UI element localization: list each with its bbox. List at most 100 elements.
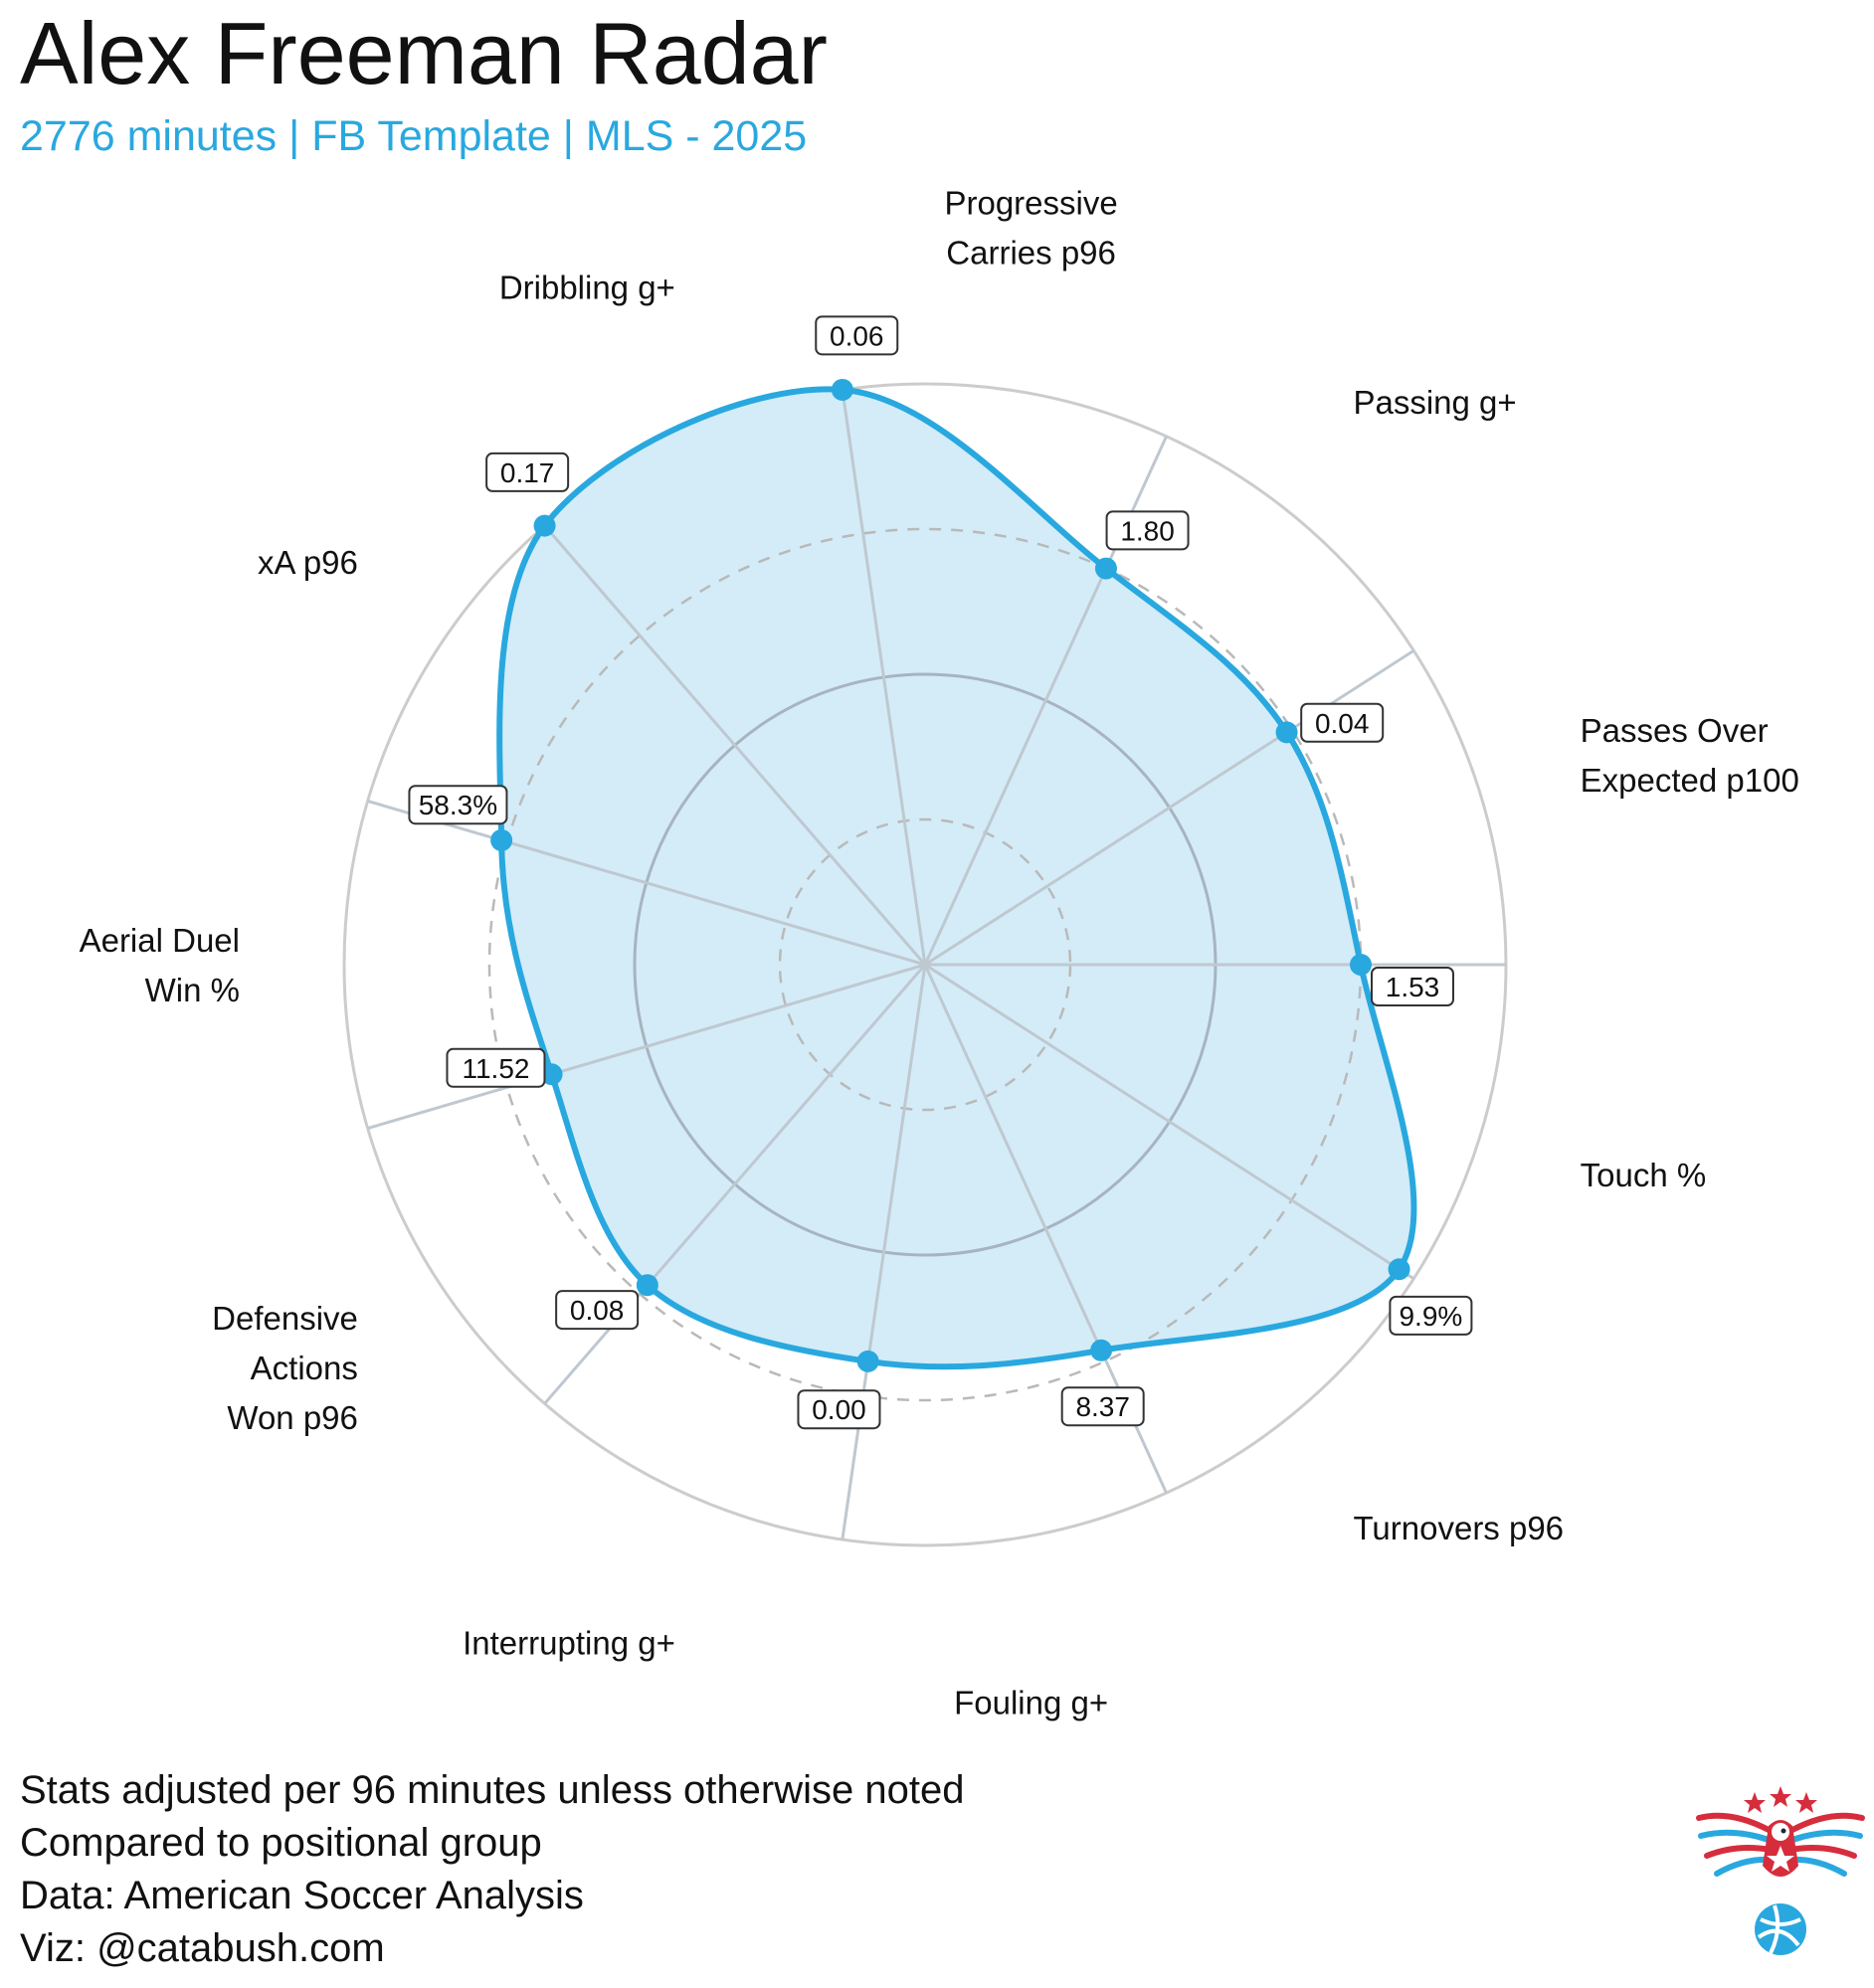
category-label: Touch %	[1581, 1157, 1707, 1193]
value-label-box	[485, 452, 570, 492]
data-point	[540, 1063, 563, 1086]
category-label-line: Interrupting g+	[463, 1624, 675, 1661]
category-label-line: Actions	[251, 1350, 358, 1386]
eagle-soccer-logo-icon	[1696, 1786, 1865, 1955]
radar-spoke-mid	[841, 389, 885, 678]
value-label-box	[1105, 510, 1190, 551]
radar-spoke-inner	[924, 806, 1171, 967]
value-label: 8.37	[1060, 1386, 1145, 1427]
value-label-text: 1.80	[1120, 515, 1175, 546]
value-label: 0.00	[797, 1389, 881, 1430]
value-label-box	[1371, 967, 1454, 1006]
category-label: Dribbling g+	[499, 270, 675, 306]
value-label: 58.3%	[408, 785, 508, 825]
radar-spoke-inner	[733, 964, 927, 1185]
value-label-text: 0.06	[830, 320, 884, 351]
category-label-line: Passing g+	[1353, 384, 1516, 421]
data-point	[1275, 721, 1298, 744]
radar-spoke-mid	[1043, 567, 1108, 702]
value-label-text: 0.00	[812, 1394, 866, 1425]
data-point	[1090, 1339, 1113, 1361]
value-label-box	[1060, 1386, 1145, 1427]
radar-spoke-mid	[500, 838, 648, 885]
value-label-box	[797, 1389, 881, 1430]
value-label: 0.06	[815, 315, 899, 356]
data-point	[1350, 954, 1372, 976]
footer-line: Compared to positional group	[20, 1821, 542, 1865]
category-label: Passing g+	[1353, 384, 1516, 421]
value-label-box	[408, 785, 508, 825]
value-label: 9.9%	[1389, 1295, 1473, 1336]
footer-line: Viz: @catabush.com	[20, 1926, 385, 1970]
radar-spoke-inner	[881, 964, 927, 1253]
value-label: 1.80	[1105, 510, 1190, 551]
radar-spoke-inner	[733, 744, 927, 966]
value-label: 0.17	[485, 452, 570, 492]
data-point	[1388, 1258, 1410, 1281]
radar-spoke-mid	[551, 1044, 648, 1076]
category-label: Fouling g+	[954, 1684, 1108, 1720]
footer-notes: Stats adjusted per 96 minutes unless oth…	[20, 1764, 964, 1975]
category-label-line: Passes Over	[1581, 712, 1769, 749]
value-label-text: 0.17	[500, 457, 555, 488]
category-label-line: xA p96	[258, 544, 358, 581]
category-label: xA p96	[258, 544, 358, 581]
value-label-box	[555, 1290, 640, 1331]
radar-spoke-inner	[881, 676, 927, 966]
value-label-text: 9.9%	[1399, 1301, 1462, 1332]
radar-spoke-mid	[646, 1182, 736, 1287]
category-label: Interrupting g+	[463, 1624, 675, 1661]
chart-subtitle: 2776 minutes | FB Template | MLS - 2025	[20, 112, 808, 160]
value-label-text: 0.04	[1315, 708, 1370, 739]
category-label: Defensive Actions Won p96	[212, 1300, 358, 1436]
value-label-text: 0.08	[570, 1295, 625, 1326]
radar-inner-grid	[487, 389, 1401, 1402]
value-label-text: 1.53	[1386, 972, 1440, 1002]
radar-spoke-inner	[646, 963, 926, 1048]
value-label-box	[446, 1047, 546, 1088]
radar-spoke-mid	[543, 524, 736, 747]
category-label: Passes Over Expected p100	[1581, 712, 1799, 799]
radar-spoke-inner	[923, 699, 1047, 966]
category-label-line: Defensive	[212, 1300, 358, 1337]
value-label-text: 8.37	[1075, 1391, 1130, 1422]
category-label-line: Expected p100	[1581, 762, 1799, 799]
category-label: Aerial Duel Win %	[80, 922, 240, 1008]
value-label-box	[815, 315, 899, 356]
category-label-line: Progressive	[944, 185, 1117, 222]
data-point	[636, 1274, 658, 1297]
category-label-line: Carries p96	[946, 235, 1116, 271]
radar-area-fill	[499, 389, 1414, 1367]
chart-title: Alex Freeman Radar	[20, 4, 828, 102]
value-label: 1.53	[1371, 967, 1454, 1006]
radar-spoke-mid	[1043, 1227, 1103, 1352]
radar-spoke-inner	[924, 963, 1171, 1124]
radar-spoke-inner	[923, 964, 1047, 1230]
value-label: 0.08	[555, 1290, 640, 1331]
category-label-line: Win %	[145, 972, 240, 1008]
value-label-text: 11.52	[462, 1053, 529, 1084]
data-point	[856, 1350, 879, 1372]
radar-spoke-mid	[1168, 1120, 1401, 1271]
category-label-line: Fouling g+	[954, 1684, 1108, 1720]
category-label-line: Aerial Duel	[80, 922, 240, 959]
footer-line: Data: American Soccer Analysis	[20, 1874, 584, 1917]
category-label-line: Dribbling g+	[499, 270, 675, 306]
category-label: Turnovers p96	[1353, 1510, 1564, 1546]
data-point	[831, 378, 853, 401]
radar-spoke-mid	[866, 1251, 885, 1362]
category-label-line: Turnovers p96	[1353, 1510, 1564, 1546]
category-label-line: Won p96	[227, 1399, 357, 1436]
data-point	[1094, 557, 1117, 580]
value-label-box	[1389, 1295, 1473, 1336]
radar-spoke-inner	[646, 881, 926, 967]
category-label: Progressive Carries p96	[944, 185, 1117, 271]
data-point	[490, 828, 513, 851]
data-point	[533, 514, 556, 537]
value-label-text: 58.3%	[419, 790, 497, 820]
category-label-line: Touch %	[1581, 1157, 1707, 1193]
value-label: 11.52	[446, 1047, 546, 1088]
value-label: 0.04	[1300, 702, 1385, 743]
value-label-box	[1300, 702, 1385, 743]
